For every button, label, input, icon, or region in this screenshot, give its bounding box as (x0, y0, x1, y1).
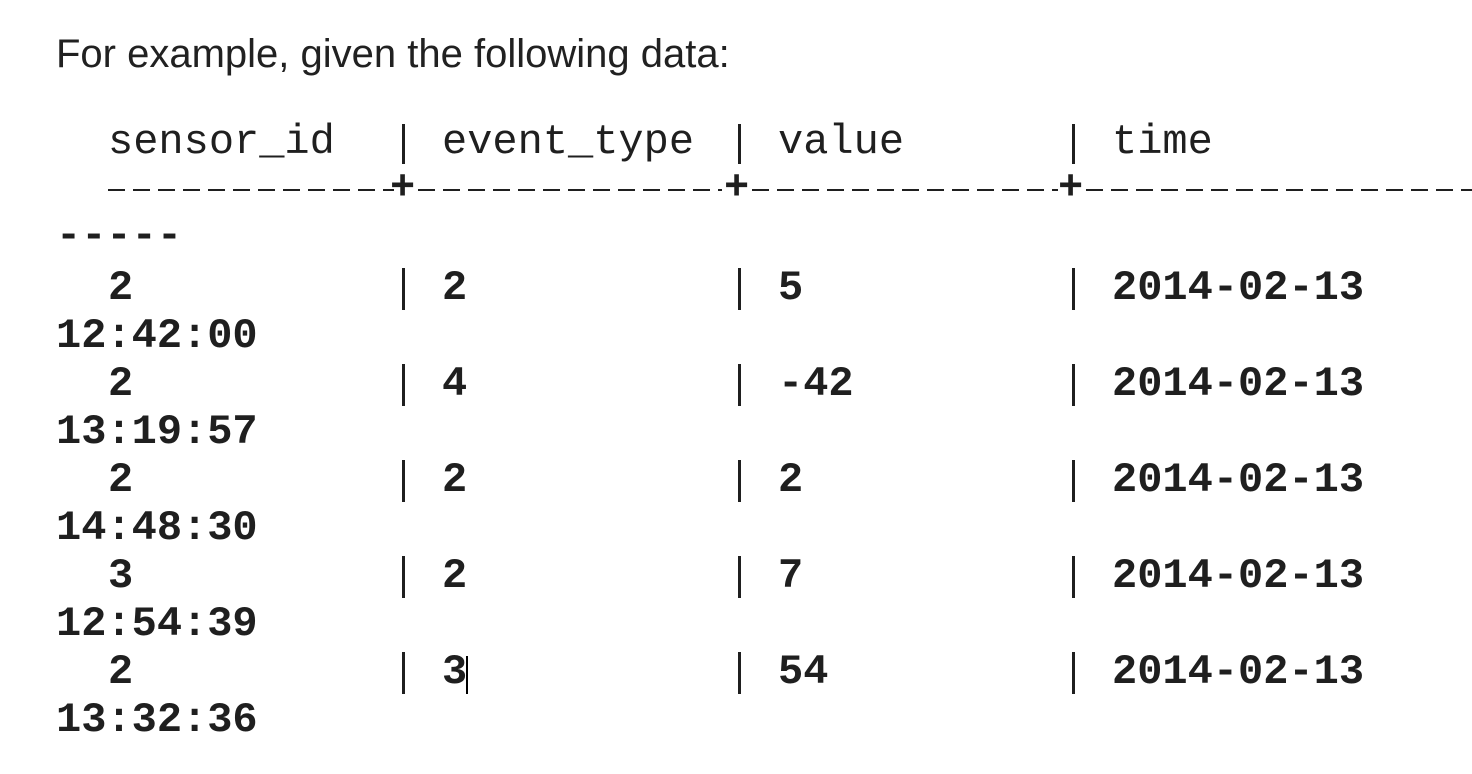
rule-junction: + (1058, 164, 1084, 212)
column-separator (402, 124, 405, 164)
column-separator (738, 124, 741, 164)
column-separator (738, 460, 741, 502)
cell-date: 2014-02-13 (1112, 552, 1365, 600)
header-time: time (1112, 118, 1213, 166)
header-rule (108, 189, 394, 191)
header-rule (1086, 189, 1472, 191)
cell-event-type: 3 (442, 648, 468, 696)
header-value: value (778, 118, 905, 166)
column-separator (738, 268, 741, 310)
cell-time: 13:32:36 (56, 696, 258, 744)
column-separator (402, 460, 405, 502)
cell-event-type: 2 (442, 552, 468, 600)
intro-paragraph: For example, given the following data: (56, 32, 730, 76)
column-separator (1072, 556, 1075, 598)
cell-date: 2014-02-13 (1112, 456, 1365, 504)
cell-value: -42 (778, 360, 854, 408)
cell-sensor-id: 2 (108, 264, 134, 312)
header-event-type: event_type (442, 118, 695, 166)
cell-date: 2014-02-13 (1112, 360, 1365, 408)
cell-value: 54 (778, 648, 829, 696)
rule-junction: + (724, 164, 750, 212)
column-separator (1072, 460, 1075, 502)
cell-event-type: 4 (442, 360, 468, 408)
header-rule (418, 189, 722, 191)
cell-event-type: 2 (442, 456, 468, 504)
header-rule (752, 189, 1058, 191)
header-rule-wrap: ----- (56, 212, 183, 260)
cell-time: 12:54:39 (56, 600, 258, 648)
column-separator (402, 556, 405, 598)
cell-value: 2 (778, 456, 804, 504)
column-separator (738, 364, 741, 406)
column-separator (402, 652, 405, 694)
cell-date: 2014-02-13 (1112, 648, 1365, 696)
column-separator (1072, 268, 1075, 310)
cell-date: 2014-02-13 (1112, 264, 1365, 312)
column-separator (1072, 652, 1075, 694)
cell-time: 13:19:57 (56, 408, 258, 456)
text-cursor (466, 656, 468, 694)
cell-time: 14:48:30 (56, 504, 258, 552)
column-separator (402, 364, 405, 406)
cell-sensor-id: 2 (108, 360, 134, 408)
column-separator (1072, 364, 1075, 406)
cell-time: 12:42:00 (56, 312, 258, 360)
cell-value: 5 (778, 264, 804, 312)
column-separator (402, 268, 405, 310)
cell-sensor-id: 2 (108, 456, 134, 504)
column-separator (738, 652, 741, 694)
column-separator (738, 556, 741, 598)
rule-junction: + (390, 164, 416, 212)
column-separator (1072, 124, 1075, 164)
cell-value: 7 (778, 552, 804, 600)
header-sensor-id: sensor_id (108, 118, 335, 166)
cell-event-type: 2 (442, 264, 468, 312)
cell-sensor-id: 2 (108, 648, 134, 696)
cell-sensor-id: 3 (108, 552, 134, 600)
